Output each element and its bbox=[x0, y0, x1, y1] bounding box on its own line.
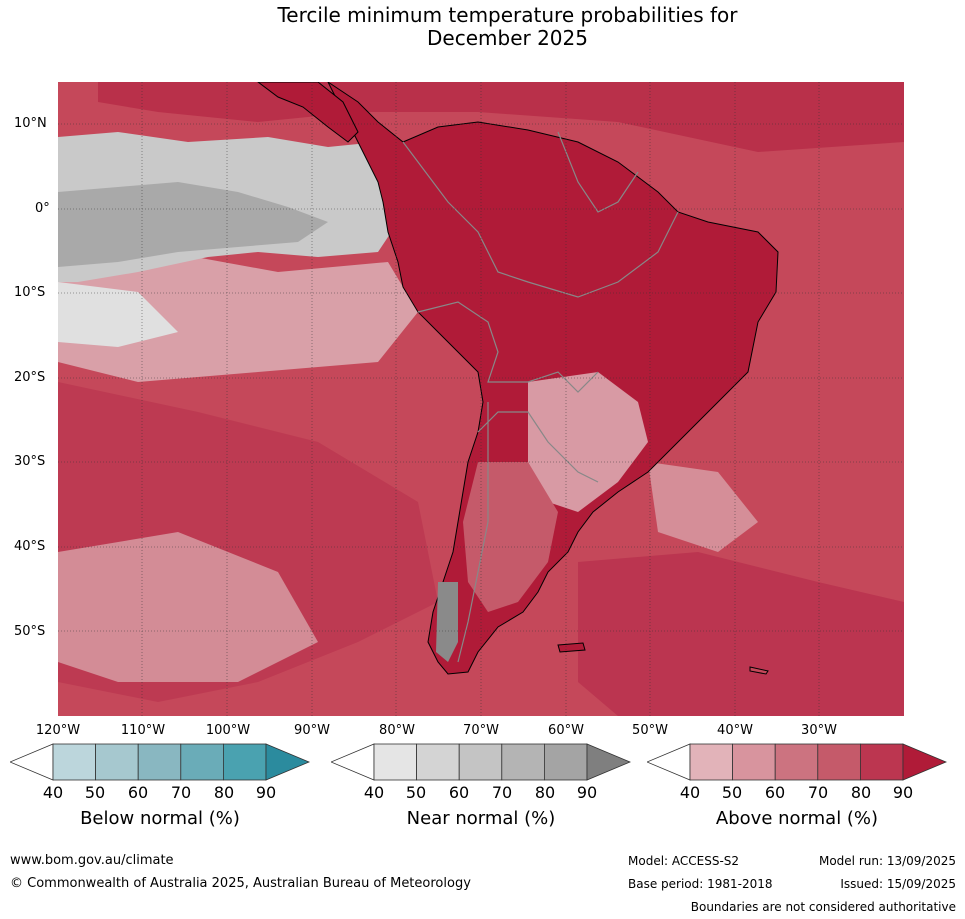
above-tick-40: 40 bbox=[679, 783, 701, 802]
near-tick-80: 80 bbox=[534, 783, 556, 802]
lat-label-50s: 50°S bbox=[14, 624, 46, 639]
colorbar-extend-high bbox=[902, 743, 947, 781]
map-title: Tercile minimum temperature probabilitie… bbox=[0, 4, 965, 50]
ocean-light-region-atlantic bbox=[648, 462, 758, 552]
above-normal-label: Above normal (%) bbox=[715, 808, 879, 829]
land-light-region bbox=[528, 372, 648, 512]
near-tick-70: 70 bbox=[491, 783, 513, 802]
lon-label-90w: 90°W bbox=[294, 723, 330, 738]
map-title-line1: Tercile minimum temperature probabilitie… bbox=[277, 3, 738, 27]
colorbar-swatch bbox=[180, 743, 224, 781]
colorbar-swatch bbox=[52, 743, 96, 781]
base-period-text: Base period: 1981-2018 bbox=[628, 877, 773, 891]
lat-label-20s: 20°S bbox=[14, 370, 46, 385]
below-tick-40: 40 bbox=[42, 783, 64, 802]
colorbar-swatch bbox=[95, 743, 139, 781]
central-america-land bbox=[257, 82, 359, 143]
near-tick-90: 90 bbox=[576, 783, 598, 802]
above-tick-70: 70 bbox=[807, 783, 829, 802]
colorbar-swatch bbox=[458, 743, 503, 781]
model-text: Model: ACCESS-S2 bbox=[628, 854, 740, 868]
below-tick-80: 80 bbox=[213, 783, 235, 802]
below-normal-colorbar bbox=[10, 743, 310, 781]
below-tick-60: 60 bbox=[127, 783, 149, 802]
near-tick-40: 40 bbox=[363, 783, 385, 802]
lon-label-50w: 50°W bbox=[632, 723, 668, 738]
near-tick-60: 60 bbox=[448, 783, 470, 802]
lon-label-110w: 110°W bbox=[120, 723, 166, 738]
lon-label-120w: 120°W bbox=[35, 723, 81, 738]
disclaimer-text: Boundaries are not considered authoritat… bbox=[690, 900, 956, 914]
falkland-islands bbox=[557, 642, 586, 653]
land-medium-region bbox=[463, 462, 558, 612]
near-normal-region-core bbox=[58, 182, 328, 267]
near-tick-50: 50 bbox=[405, 783, 427, 802]
lat-label-10s: 10°S bbox=[14, 285, 46, 300]
graticule bbox=[58, 82, 904, 716]
near-normal-region-light bbox=[58, 282, 178, 347]
lon-label-40w: 40°W bbox=[717, 723, 753, 738]
colorbar-extend-low bbox=[647, 743, 691, 781]
lon-label-60w: 60°W bbox=[548, 723, 584, 738]
lon-label-100w: 100°W bbox=[205, 723, 251, 738]
below-tick-70: 70 bbox=[170, 783, 192, 802]
above-tick-60: 60 bbox=[764, 783, 786, 802]
lat-label-10n: 10°N bbox=[14, 116, 47, 131]
below-normal-label: Below normal (%) bbox=[80, 808, 240, 829]
colorbar-swatch bbox=[817, 743, 861, 781]
model-run-text: Model run: 13/09/2025 bbox=[818, 854, 956, 868]
above-normal-colorbar bbox=[647, 743, 947, 781]
colorbar-swatch bbox=[501, 743, 545, 781]
colorbar-extend-low bbox=[10, 743, 54, 781]
lat-label-40s: 40°S bbox=[14, 539, 46, 554]
above-tick-90: 90 bbox=[892, 783, 914, 802]
colorbar-extend-low bbox=[331, 743, 375, 781]
below-tick-90: 90 bbox=[255, 783, 277, 802]
issued-text: Issued: 15/09/2025 bbox=[840, 877, 956, 891]
website-link[interactable]: www.bom.gov.au/climate bbox=[10, 853, 174, 868]
above-tick-80: 80 bbox=[850, 783, 872, 802]
country-boundaries bbox=[402, 131, 679, 663]
above-tick-50: 50 bbox=[721, 783, 743, 802]
colorbar-swatch bbox=[543, 743, 588, 781]
lon-label-30w: 30°W bbox=[801, 723, 837, 738]
colorbar-swatch bbox=[416, 743, 460, 781]
lon-label-70w: 70°W bbox=[463, 723, 499, 738]
near-normal-colorbar bbox=[331, 743, 631, 781]
land-grey-patagonia bbox=[436, 582, 458, 662]
below-tick-50: 50 bbox=[84, 783, 106, 802]
map-title-line2: December 2025 bbox=[427, 26, 588, 50]
colorbar-swatch bbox=[774, 743, 819, 781]
colorbar-extend-high bbox=[586, 743, 631, 781]
ocean-light-region-south bbox=[58, 532, 318, 682]
lat-label-30s: 30°S bbox=[14, 454, 46, 469]
ocean-light-region-equatorial bbox=[58, 252, 418, 382]
colorbar-swatch bbox=[222, 743, 267, 781]
colorbar-swatch bbox=[859, 743, 904, 781]
colorbar-swatch bbox=[732, 743, 776, 781]
colorbar-swatch bbox=[689, 743, 733, 781]
colorbar-extend-high bbox=[265, 743, 310, 781]
ocean-dark-region-southeast bbox=[578, 552, 904, 716]
probability-map bbox=[58, 82, 904, 716]
colorbar-swatch bbox=[137, 743, 182, 781]
lon-label-80w: 80°W bbox=[379, 723, 415, 738]
copyright-text: © Commonwealth of Australia 2025, Austra… bbox=[10, 876, 471, 891]
south-georgia bbox=[749, 666, 769, 675]
lat-label-0: 0° bbox=[35, 201, 50, 216]
near-normal-label: Near normal (%) bbox=[406, 808, 556, 829]
colorbar-swatch bbox=[373, 743, 417, 781]
